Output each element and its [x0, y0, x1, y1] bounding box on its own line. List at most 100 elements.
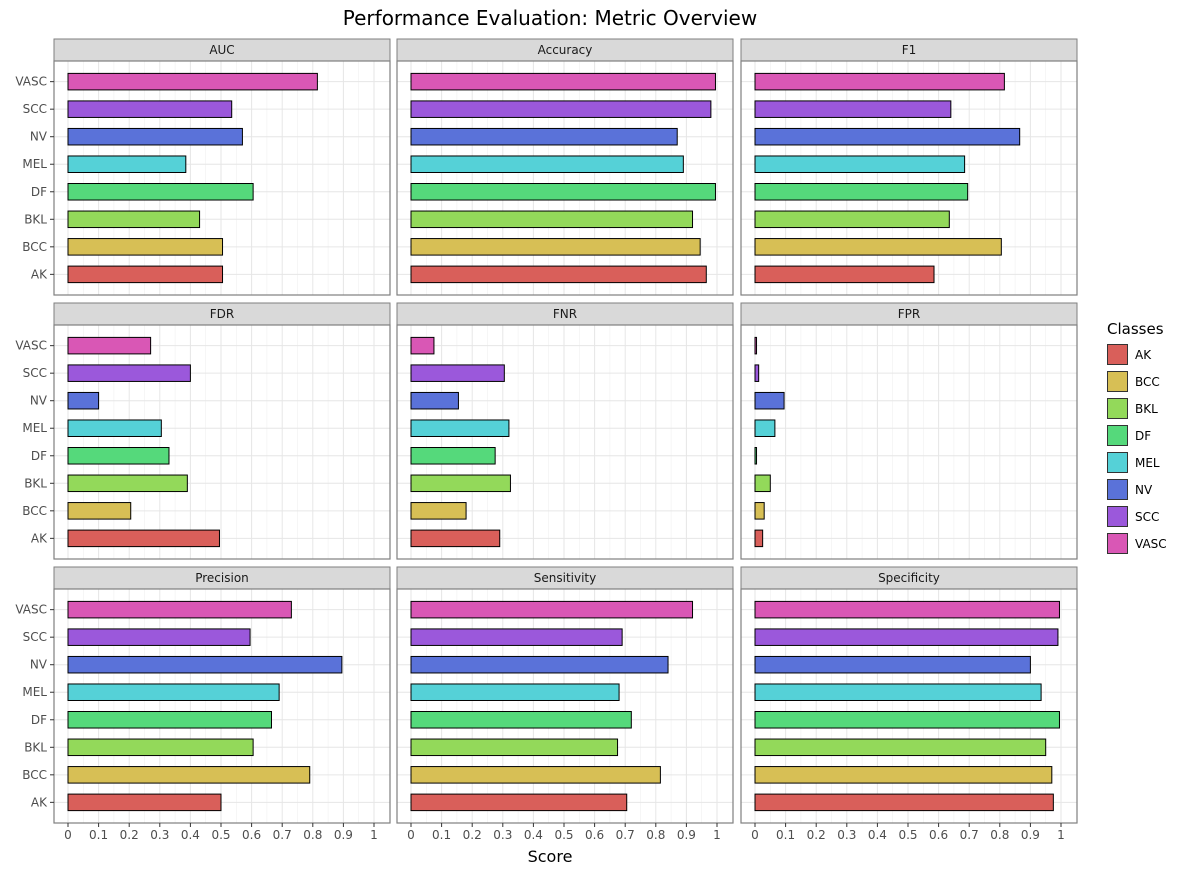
- legend-item-mel: MEL: [1107, 449, 1167, 476]
- x-tick-label: 0.1: [89, 828, 108, 842]
- legend-item-nv: NV: [1107, 476, 1167, 503]
- facet-strip-label: Sensitivity: [534, 571, 596, 585]
- bar-auc-mel: [67, 155, 187, 173]
- bar-auc-bcc: [67, 238, 224, 256]
- legend-label: BKL: [1135, 401, 1158, 416]
- facet-strip-label: FDR: [210, 307, 234, 321]
- bar-sensitivity-bcc: [410, 766, 661, 784]
- x-tick-label: 0.2: [807, 828, 826, 842]
- x-tick-label: 0.1: [776, 828, 795, 842]
- panel-background: [741, 325, 1077, 559]
- y-tick-label: NV: [30, 658, 48, 672]
- x-tick-label: 0.6: [929, 828, 948, 842]
- bar-f1-mel: [754, 155, 966, 173]
- legend-label: MEL: [1135, 455, 1160, 470]
- legend-item-ak: AK: [1107, 341, 1167, 368]
- x-tick-label: 1: [1057, 828, 1065, 842]
- facet-sensitivity: Sensitivity 0 0.1 0.2 0.3 0.4 0.5 0.6 0.7 0.8 0.9 1: [396, 566, 734, 842]
- panel-border: [53, 60, 391, 296]
- bar-specificity-vasc: [754, 600, 1060, 619]
- x-tick-label: 0.4: [524, 828, 543, 842]
- facet-fpr: FPR: [740, 302, 1078, 560]
- x-tick-label: 0.2: [463, 828, 482, 842]
- bar-specificity-mel: [754, 683, 1042, 701]
- bar-precision-scc: [67, 628, 251, 646]
- y-tick-label: VASC: [15, 603, 47, 617]
- bar-sensitivity-mel: [410, 683, 620, 701]
- chart-title: Performance Evaluation: Metric Overview: [342, 6, 758, 30]
- legend-swatch: [1107, 344, 1128, 365]
- y-tick-label: NV: [30, 394, 48, 408]
- bar-fpr-bkl: [754, 474, 771, 493]
- facet-precision: Precision AK BCC BKL DF MEL NV SCC VASC 0 0.1 0.2 0.…: [15, 566, 391, 842]
- bar-accuracy-df: [410, 183, 716, 201]
- panel-background: [397, 61, 733, 295]
- bar-precision-nv: [67, 655, 343, 674]
- y-tick-label: AK: [31, 267, 48, 281]
- bar-specificity-ak: [754, 793, 1054, 812]
- bar-specificity-df: [754, 711, 1060, 729]
- legend-item-df: DF: [1107, 422, 1167, 449]
- y-tick-label: SCC: [23, 102, 47, 116]
- bar-fnr-df: [410, 447, 496, 465]
- bar-accuracy-scc: [410, 100, 712, 118]
- x-tick-label: 0.8: [646, 828, 665, 842]
- bar-fdr-vasc: [67, 336, 152, 355]
- facet-strip-label: Specificity: [878, 571, 940, 585]
- y-tick-label: SCC: [23, 366, 47, 380]
- legend-label: BCC: [1135, 374, 1160, 389]
- bar-auc-vasc: [67, 72, 318, 91]
- y-tick-label: DF: [31, 185, 47, 199]
- bar-f1-ak: [754, 265, 935, 284]
- bar-sensitivity-df: [410, 711, 632, 729]
- facet-auc: AUC AK BCC BKL DF MEL NV SCC VASC: [15, 38, 391, 296]
- bar-f1-vasc: [754, 72, 1005, 91]
- y-tick-label: BCC: [22, 504, 47, 518]
- bar-precision-vasc: [67, 600, 292, 619]
- y-tick-label: DF: [31, 449, 47, 463]
- legend-swatch: [1107, 506, 1128, 527]
- y-tick-label: MEL: [22, 685, 47, 699]
- x-tick-label: 0.7: [273, 828, 292, 842]
- legend-item-bcc: BCC: [1107, 368, 1167, 395]
- panel-border: [740, 60, 1078, 296]
- x-tick-label: 0.4: [868, 828, 887, 842]
- x-tick-label: 1: [370, 828, 378, 842]
- x-tick-label: 0.5: [211, 828, 230, 842]
- y-tick-label: AK: [31, 531, 48, 545]
- y-tick-label: AK: [31, 795, 48, 809]
- facet-strip-label: FNR: [553, 307, 577, 321]
- x-tick-label: 0.9: [677, 828, 696, 842]
- bar-fnr-scc: [410, 364, 505, 382]
- x-tick-label: 1: [713, 828, 721, 842]
- facet-f1: F1: [740, 38, 1078, 296]
- bar-fpr-df: [754, 447, 758, 465]
- x-tick-label: 0.2: [120, 828, 139, 842]
- y-tick-label: BCC: [22, 240, 47, 254]
- y-tick-label: VASC: [15, 75, 47, 89]
- bar-auc-nv: [67, 127, 243, 146]
- legend-swatch: [1107, 479, 1128, 500]
- bar-accuracy-mel: [410, 155, 684, 173]
- panel-border: [396, 588, 734, 824]
- bar-fpr-mel: [754, 419, 776, 437]
- panel-border: [740, 324, 1078, 560]
- bar-fnr-ak: [410, 529, 501, 548]
- panel-border: [396, 60, 734, 296]
- bar-accuracy-nv: [410, 127, 678, 146]
- bar-accuracy-vasc: [410, 72, 716, 91]
- legend-label: DF: [1135, 428, 1152, 443]
- x-tick-label: 0.6: [242, 828, 261, 842]
- x-tick-label: 0.3: [493, 828, 512, 842]
- y-tick-label: MEL: [22, 157, 47, 171]
- panel-background: [741, 61, 1077, 295]
- legend-label: NV: [1135, 482, 1153, 497]
- bar-fnr-mel: [410, 419, 510, 437]
- legend-swatch: [1107, 398, 1128, 419]
- bar-f1-bcc: [754, 238, 1002, 256]
- y-tick-label: BKL: [24, 212, 47, 226]
- x-tick-label: 0.9: [1021, 828, 1040, 842]
- x-tick-label: 0.3: [837, 828, 856, 842]
- x-tick-label: 0.5: [554, 828, 573, 842]
- bar-auc-ak: [67, 265, 224, 284]
